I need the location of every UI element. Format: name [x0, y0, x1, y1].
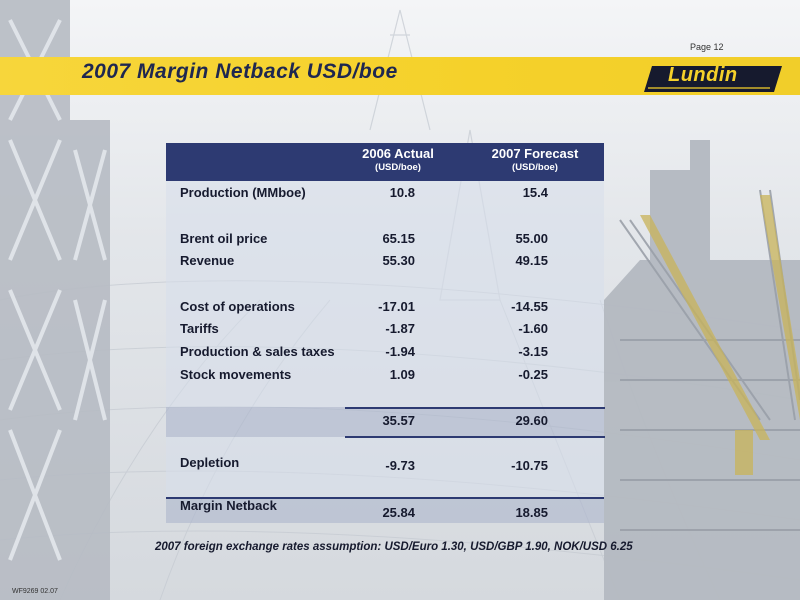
- column-unit: (USD/boe): [375, 162, 421, 173]
- column-header-2007: 2007 Forecast (USD/boe): [480, 146, 590, 173]
- row-label-production: Production (MMboe): [180, 185, 306, 200]
- reference-code: WF9269 02.07: [12, 588, 58, 595]
- value-2007-depletion: -10.75: [511, 458, 548, 473]
- row-label-stock-movements: Stock movements: [180, 367, 292, 382]
- rule-subtotal: [345, 407, 605, 409]
- value-2007-stock-movements: -0.25: [518, 367, 548, 382]
- value-2007-brent: 55.00: [515, 231, 548, 246]
- column-header-2006: 2006 Actual (USD/boe): [343, 146, 453, 173]
- row-label-brent: Brent oil price: [180, 231, 268, 246]
- row-label-tariffs: Tariffs: [180, 321, 219, 336]
- page-number: Page 12: [690, 42, 724, 52]
- logo-text: Lundin: [668, 64, 738, 86]
- row-label-depletion: Depletion: [180, 455, 240, 470]
- value-2007-production: 15.4: [522, 185, 548, 200]
- value-2007-subtotal: 29.60: [515, 413, 548, 428]
- value-2006-stock-movements: 1.09: [389, 367, 415, 382]
- value-2006-production: 10.8: [389, 185, 415, 200]
- rule-subtotal-bottom: [345, 436, 605, 438]
- value-2006-brent: 65.15: [382, 231, 415, 246]
- value-2006-production-sales-taxes: -1.94: [385, 344, 415, 359]
- netback-table: [166, 143, 604, 523]
- column-unit: (USD/boe): [512, 162, 558, 173]
- value-2007-tariffs: -1.60: [518, 321, 548, 336]
- page-title: 2007 Margin Netback USD/boe: [82, 60, 398, 83]
- value-2006-depletion: -9.73: [385, 458, 415, 473]
- subtotal-band: [166, 407, 604, 437]
- column-label: 2007 Forecast: [491, 146, 579, 161]
- table-header: [166, 143, 604, 181]
- row-label-margin-netback: Margin Netback: [180, 498, 277, 513]
- value-2007-production-sales-taxes: -3.15: [518, 344, 548, 359]
- lundin-logo: [644, 66, 782, 92]
- value-2006-margin-netback: 25.84: [382, 505, 415, 520]
- value-2006-subtotal: 35.57: [382, 413, 415, 428]
- value-2006-revenue: 55.30: [382, 253, 415, 268]
- netback-band: [166, 497, 604, 523]
- value-2007-revenue: 49.15: [515, 253, 548, 268]
- value-2006-tariffs: -1.87: [385, 321, 415, 336]
- value-2007-margin-netback: 18.85: [515, 505, 548, 520]
- fx-footnote: 2007 foreign exchange rates assumption: …: [155, 541, 633, 553]
- row-label-cost-of-operations: Cost of operations: [180, 299, 295, 314]
- rule-netback: [166, 497, 604, 499]
- row-label-revenue: Revenue: [180, 253, 235, 268]
- row-label-production-sales-taxes: Production & sales taxes: [180, 344, 335, 359]
- column-label: 2006 Actual: [362, 146, 434, 161]
- value-2006-cost-of-operations: -17.01: [378, 299, 415, 314]
- value-2007-cost-of-operations: -14.55: [511, 299, 548, 314]
